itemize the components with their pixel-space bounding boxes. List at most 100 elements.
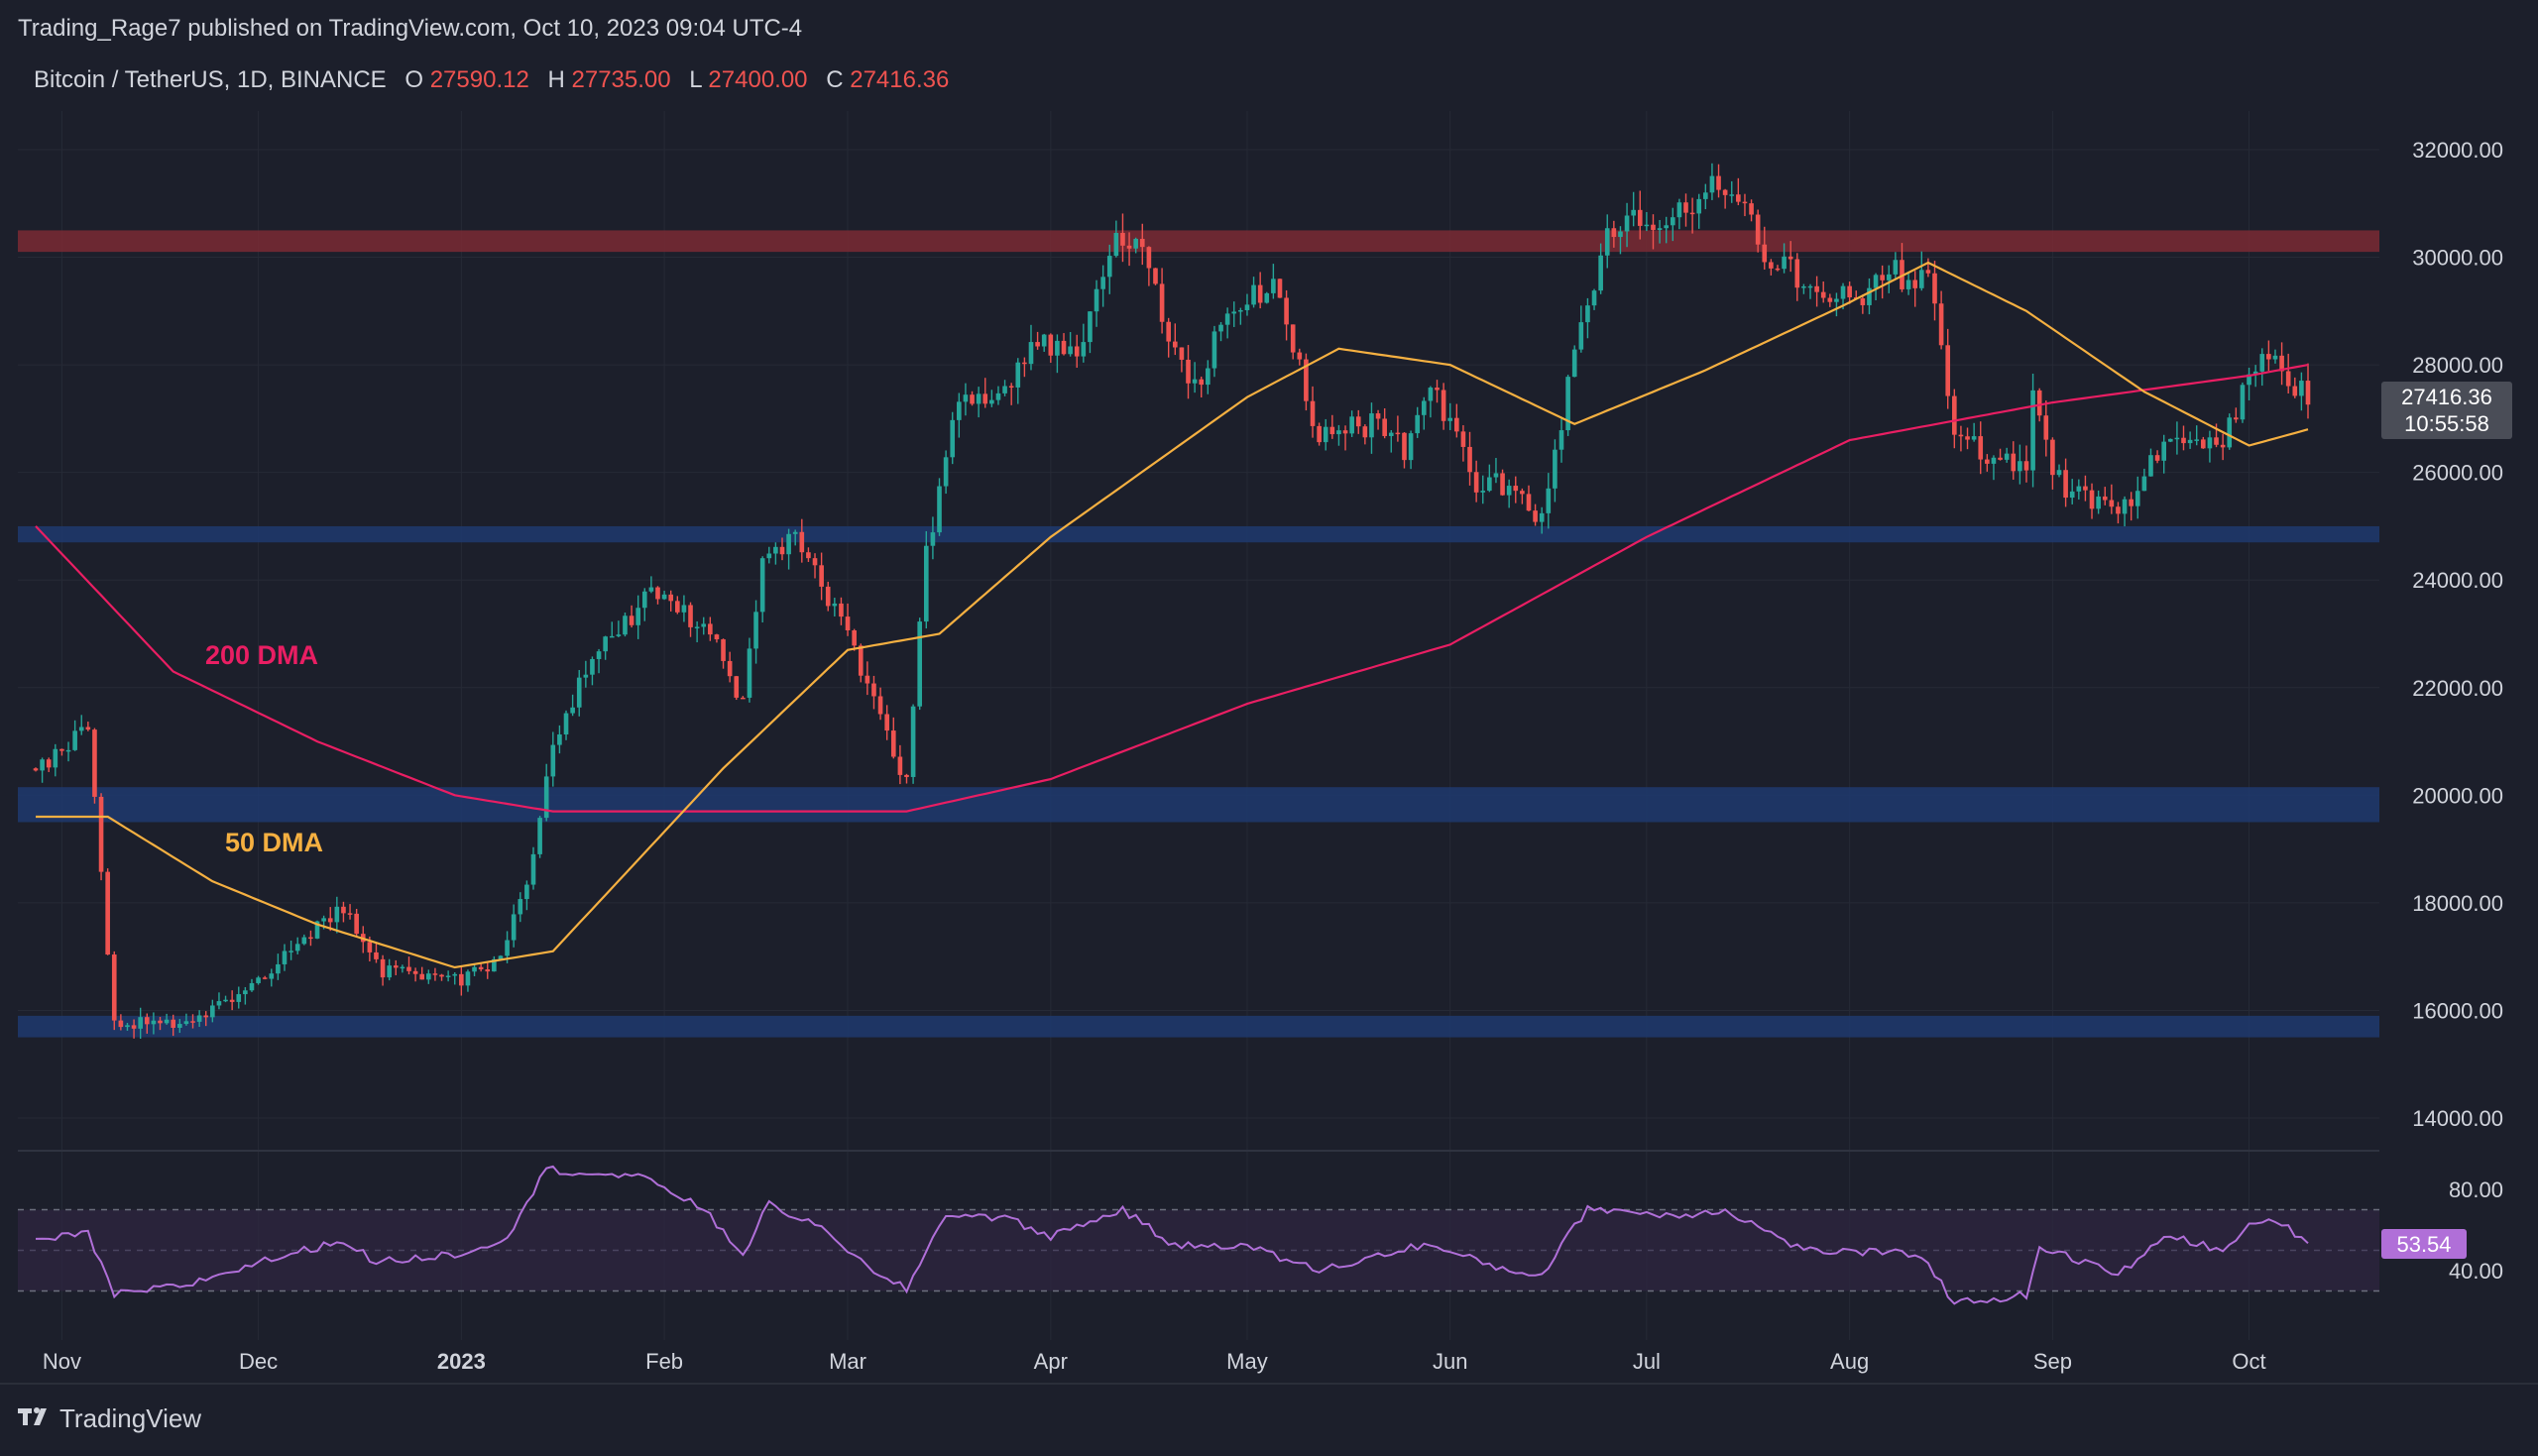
price-axis[interactable]: 32000.00 30000.00 28000.00 26000.00 24000.00… bbox=[2412, 138, 2503, 1284]
candle-body bbox=[1206, 368, 1211, 386]
candle bbox=[1271, 264, 1276, 299]
candle-body bbox=[923, 545, 929, 622]
candle-body bbox=[1604, 228, 1610, 256]
candle-body bbox=[125, 1025, 130, 1028]
candle bbox=[1591, 288, 1597, 310]
candle bbox=[183, 1013, 189, 1026]
candle-body bbox=[262, 977, 268, 979]
candle bbox=[714, 633, 720, 643]
price-tick-label: 26000.00 bbox=[2412, 461, 2503, 486]
candle bbox=[2227, 413, 2233, 450]
candle-body bbox=[2141, 476, 2147, 492]
candle bbox=[452, 971, 458, 985]
candle-body bbox=[688, 605, 693, 627]
candle bbox=[877, 687, 883, 721]
candle bbox=[1631, 191, 1636, 227]
candle-body bbox=[380, 958, 386, 978]
candle-body bbox=[1703, 192, 1708, 199]
candle bbox=[753, 600, 758, 664]
candle bbox=[681, 595, 687, 622]
candle bbox=[661, 590, 667, 601]
candle bbox=[1932, 261, 1937, 321]
candle bbox=[1369, 402, 1374, 454]
candle bbox=[282, 944, 288, 971]
candle-body bbox=[1867, 287, 1872, 305]
ma200-annotation: 200 DMA bbox=[205, 640, 318, 670]
candle-body bbox=[1074, 346, 1080, 357]
candle-body bbox=[1304, 359, 1309, 401]
candle-body bbox=[1880, 275, 1885, 280]
candle-body bbox=[1742, 201, 1748, 204]
candle-body bbox=[294, 944, 300, 952]
candle-body bbox=[1317, 425, 1322, 443]
candle-body bbox=[190, 1021, 195, 1023]
candle bbox=[530, 846, 536, 890]
candle-body bbox=[1670, 217, 1675, 226]
candle bbox=[747, 637, 752, 703]
candle bbox=[2285, 353, 2291, 393]
candle bbox=[963, 383, 969, 416]
candle-body bbox=[1153, 268, 1158, 284]
candle bbox=[1520, 488, 1525, 504]
high-label: H bbox=[547, 66, 564, 93]
candle bbox=[792, 529, 798, 546]
candle bbox=[190, 1014, 195, 1029]
candle-body bbox=[1637, 209, 1643, 226]
candle-body bbox=[884, 714, 889, 731]
candle bbox=[2134, 476, 2140, 519]
candle-body bbox=[1435, 388, 1440, 391]
candle-body bbox=[877, 696, 883, 715]
candle-body bbox=[1231, 311, 1237, 314]
tradingview-logo-text: TradingView bbox=[59, 1403, 201, 1433]
candle-body bbox=[59, 748, 64, 751]
candle-body bbox=[1041, 334, 1047, 347]
candle-body bbox=[269, 973, 275, 979]
candle bbox=[1467, 431, 1472, 486]
candle bbox=[125, 1022, 130, 1031]
candle bbox=[1402, 432, 1407, 469]
candle-body bbox=[2220, 444, 2226, 448]
candle-body bbox=[1998, 457, 2003, 460]
candle-body bbox=[1938, 303, 1944, 346]
candle-body bbox=[806, 552, 811, 559]
candle-body bbox=[1251, 284, 1256, 305]
candle-body bbox=[1473, 472, 1479, 493]
candle bbox=[118, 1014, 124, 1031]
candle-body bbox=[452, 973, 458, 976]
candle-body bbox=[223, 999, 228, 1002]
candle bbox=[1867, 278, 1872, 315]
candle bbox=[33, 767, 39, 772]
candle-body bbox=[472, 966, 477, 972]
candle bbox=[2240, 382, 2246, 423]
candle-body bbox=[727, 660, 733, 677]
candle bbox=[2122, 496, 2128, 527]
candle bbox=[1860, 294, 1866, 314]
candle bbox=[537, 816, 542, 858]
candle-body bbox=[825, 586, 831, 607]
candle-body bbox=[85, 727, 91, 730]
candle bbox=[543, 763, 549, 822]
candle bbox=[1395, 415, 1401, 442]
candle-body bbox=[1355, 416, 1361, 427]
candle-body bbox=[1342, 430, 1348, 434]
candle bbox=[596, 648, 602, 674]
candle-body bbox=[989, 399, 994, 404]
tradingview-logo[interactable]: TradingView bbox=[18, 1403, 201, 1433]
candle bbox=[557, 725, 562, 754]
candle-body bbox=[1323, 426, 1328, 443]
candle bbox=[1231, 301, 1237, 327]
moving-average-lines bbox=[35, 261, 2309, 969]
rsi-pane bbox=[18, 1165, 2379, 1305]
candle-body bbox=[792, 531, 798, 534]
candle-body bbox=[623, 616, 628, 635]
candle-body bbox=[537, 818, 542, 854]
candle bbox=[1094, 280, 1099, 327]
candle-body bbox=[2167, 438, 2173, 442]
candle-body bbox=[1139, 238, 1145, 248]
candle-body bbox=[459, 973, 464, 986]
time-axis[interactable]: Nov Dec 2023 Feb Mar Apr May Jun Jul Aug Sep Oct bbox=[43, 1349, 2266, 1374]
candle-body bbox=[1749, 203, 1754, 215]
candle bbox=[2259, 348, 2265, 387]
